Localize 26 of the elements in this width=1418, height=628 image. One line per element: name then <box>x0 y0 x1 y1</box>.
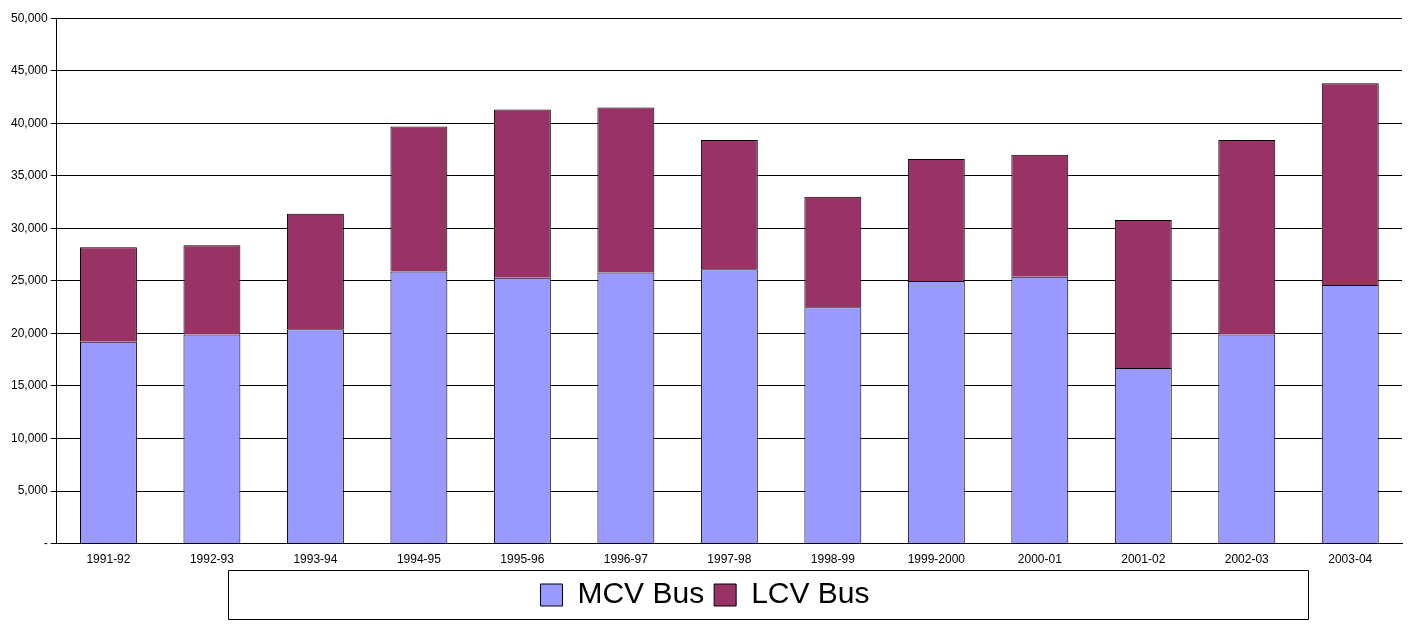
x-tick-label: 1992-93 <box>189 552 235 567</box>
x-tick-label: 1995-96 <box>500 552 545 567</box>
y-tick-label: 15,000 <box>11 378 49 393</box>
x-tick-label: 1999-2000 <box>907 552 966 567</box>
x-tick-label: 2000-01 <box>1017 552 1063 567</box>
y-tick-label: 35,000 <box>11 168 49 183</box>
y-tick-label: 25,000 <box>11 273 49 288</box>
y-tick-label: 40,000 <box>11 115 49 130</box>
y-tick-label: - <box>43 535 48 550</box>
x-tick-label: 1993-94 <box>293 552 338 567</box>
legend-label: MCV Bus <box>577 576 705 610</box>
y-tick-label: 5,000 <box>17 483 49 498</box>
x-tick-label: 1996-97 <box>603 552 649 567</box>
y-tick-label: 50,000 <box>11 10 49 25</box>
x-tick-label: 1997-98 <box>707 552 752 567</box>
y-tick-label: 30,000 <box>11 220 49 235</box>
legend-label: LCV Bus <box>751 576 870 610</box>
x-tick-label: 2001-02 <box>1121 552 1166 567</box>
y-tick-label: 10,000 <box>11 430 49 445</box>
x-tick-label: 1994-95 <box>396 552 442 567</box>
x-tick-label: 1998-99 <box>810 552 856 567</box>
y-tick-label: 45,000 <box>11 63 49 78</box>
x-tick-label: 2002-03 <box>1224 552 1270 567</box>
x-tick-label: 2003-04 <box>1328 552 1373 567</box>
x-tick-label: 1991-92 <box>86 552 131 567</box>
y-tick-label: 20,000 <box>11 325 49 340</box>
